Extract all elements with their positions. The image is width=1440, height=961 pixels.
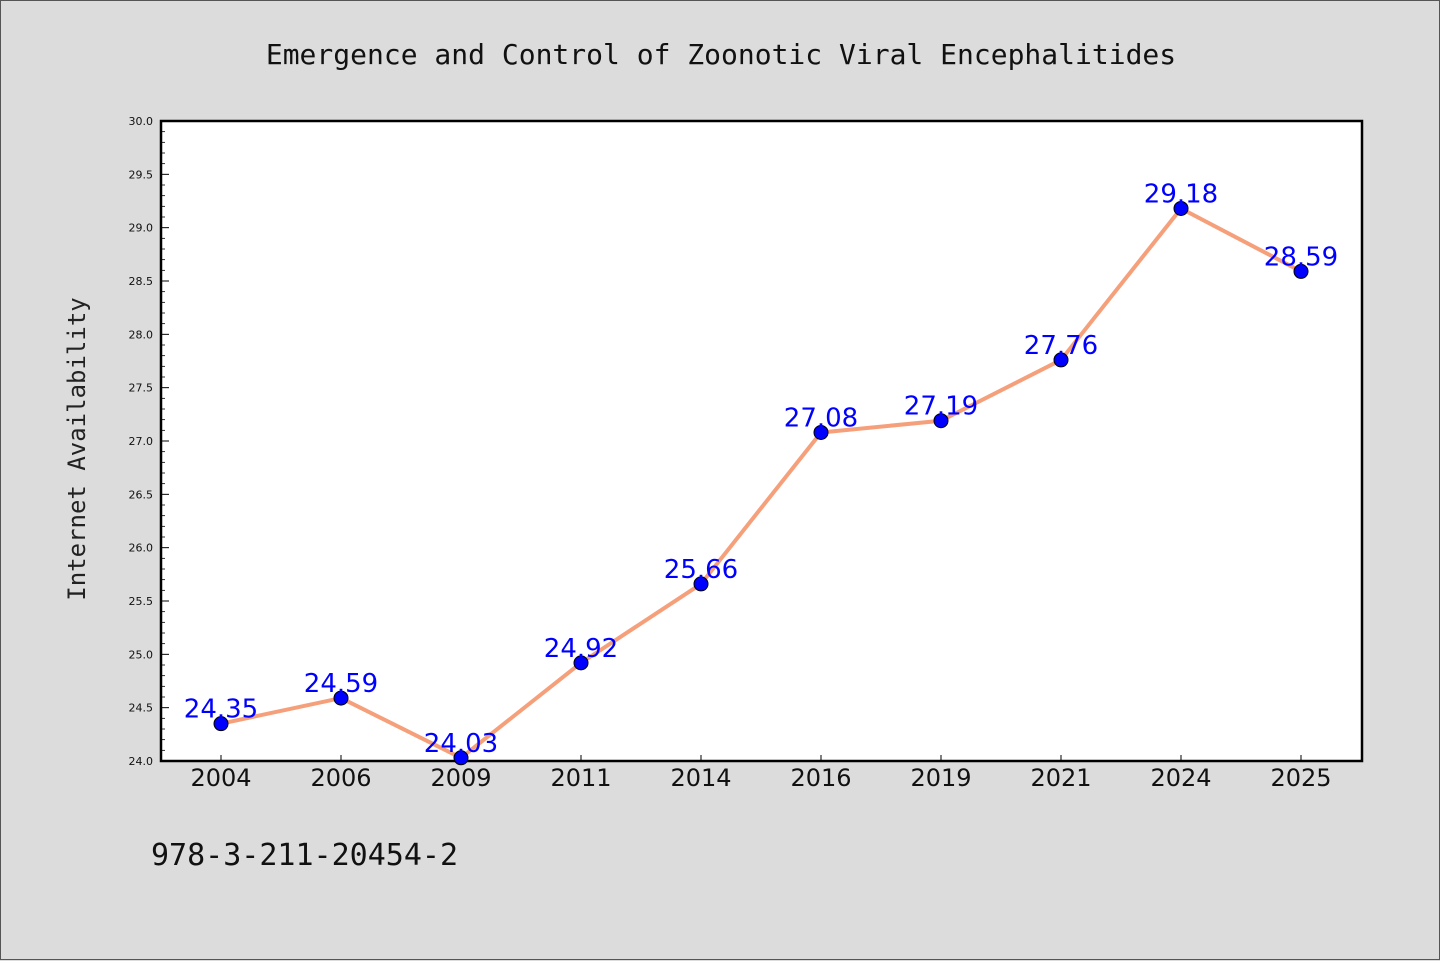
data-point-marker: [933, 413, 949, 429]
data-label: 28.59: [1264, 242, 1338, 272]
y-tick-label: 29.5: [129, 168, 154, 181]
data-point-marker: [333, 690, 349, 706]
y-tick-label: 25.0: [129, 648, 154, 661]
data-label: 27.19: [904, 392, 978, 422]
data-label: 24.59: [304, 669, 378, 699]
y-tick-label: 29.0: [129, 222, 154, 235]
series-line: [219, 206, 1303, 760]
y-axis-label: Internet Availability: [63, 297, 91, 600]
y-tick-label: 28.5: [129, 275, 154, 288]
data-point-marker: [1173, 200, 1189, 216]
series-layer: 24.35 24.59 24.03 24.92 25.66 27.08 27.19 27.76…: [184, 179, 1338, 766]
x-tick-label: 2025: [1270, 764, 1331, 792]
data-point-marker: [573, 655, 589, 671]
y-tick-label: 25.5: [129, 595, 154, 608]
footer-isbn: 978-3-211-20454-2: [151, 838, 458, 873]
data-label: 29.18: [1144, 179, 1218, 209]
y-tick-label: 30.0: [129, 115, 154, 128]
data-point-marker: [693, 576, 709, 592]
y-tick-label: 27.0: [129, 435, 154, 448]
y-tick-label: 26.0: [129, 542, 154, 555]
data-label: 24.35: [184, 695, 258, 725]
y-tick-label: 27.5: [129, 382, 154, 395]
x-tick-label: 2006: [310, 764, 371, 792]
x-tick-label: 2024: [1150, 764, 1211, 792]
data-point-marker: [453, 750, 469, 766]
y-tick-label: 28.0: [129, 328, 154, 341]
x-axis-ticks: 2004 2006 2009 2011 2014 2016 2019 2021 2024 2025: [190, 755, 1332, 792]
y-tick-label: 26.5: [129, 488, 154, 501]
x-tick-label: 2016: [790, 764, 851, 792]
data-point-marker: [213, 716, 229, 732]
x-tick-label: 2004: [190, 764, 251, 792]
data-label: 24.92: [544, 634, 618, 664]
x-tick-label: 2014: [670, 764, 731, 792]
x-tick-label: 2019: [910, 764, 971, 792]
y-tick-label: 24.5: [129, 702, 154, 715]
y-axis-ticks: 24.0 24.5 25.0 25.5 26.0 26.5 27.0 27.5 28.0 28.5…: [129, 115, 169, 768]
data-label: 27.76: [1024, 331, 1098, 361]
plot-area: [159, 119, 1364, 763]
x-tick-label: 2009: [430, 764, 491, 792]
data-point-marker: [1053, 352, 1069, 368]
chart-title: Emergence and Control of Zoonotic Viral …: [266, 38, 1176, 71]
data-label: 27.08: [784, 403, 858, 433]
y-tick-label: 24.0: [129, 755, 154, 768]
x-tick-label: 2011: [550, 764, 611, 792]
x-tick-label: 2021: [1030, 764, 1091, 792]
data-label: 24.03: [424, 729, 498, 759]
data-label: 25.66: [664, 555, 738, 585]
data-point-marker: [813, 424, 829, 440]
data-point-marker: [1293, 263, 1309, 279]
